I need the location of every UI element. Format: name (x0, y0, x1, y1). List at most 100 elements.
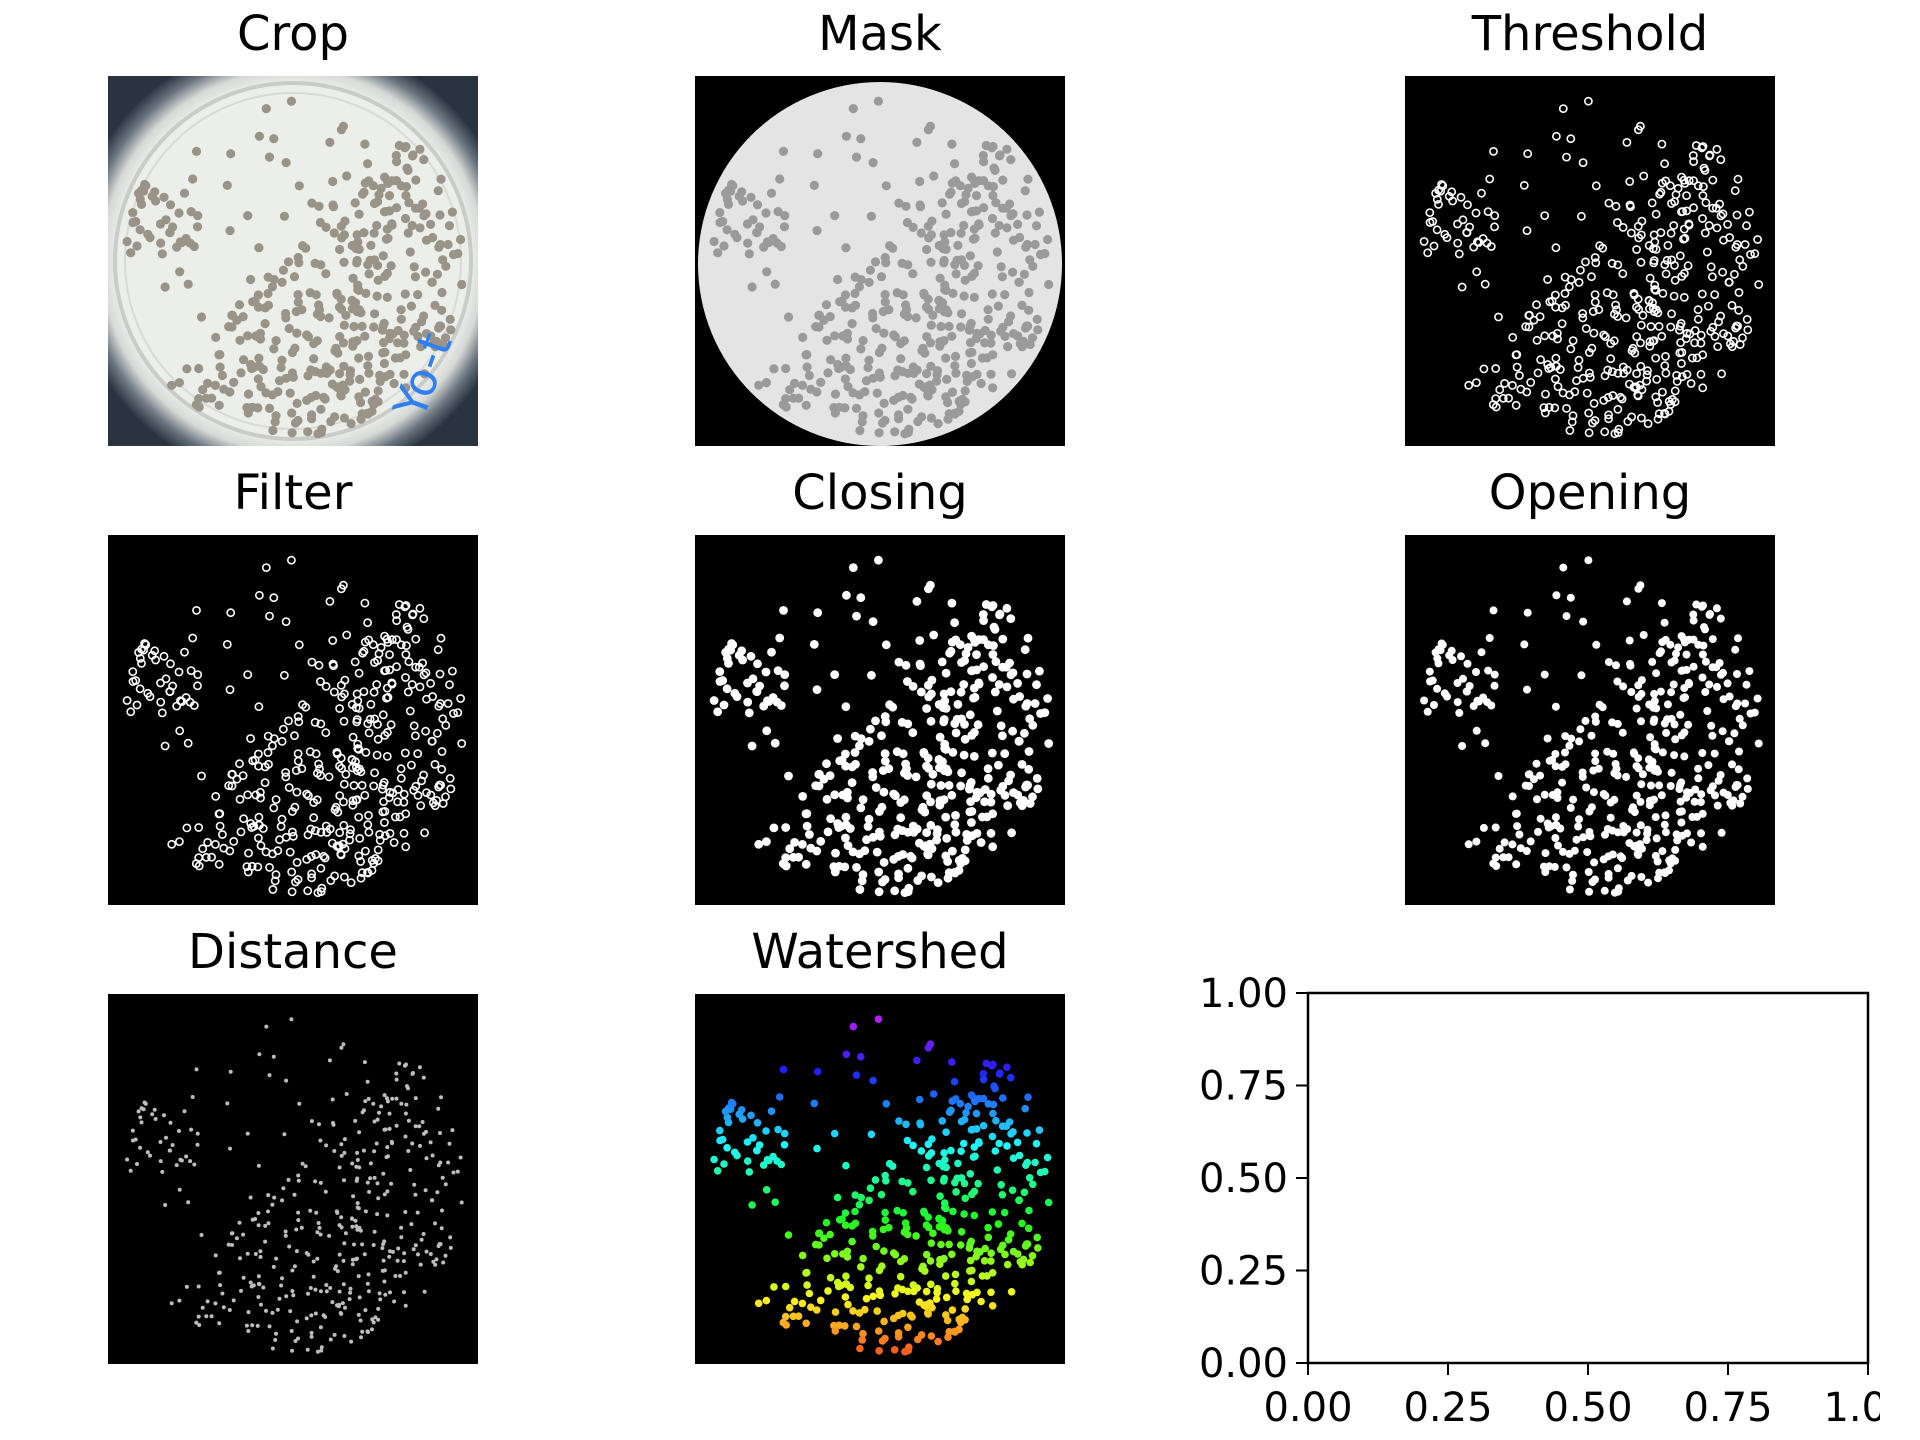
colony (1508, 792, 1517, 801)
colony (1700, 228, 1710, 238)
colony (291, 877, 300, 887)
colony (1677, 818, 1686, 827)
watershed-labels (710, 1015, 1053, 1356)
colony (1464, 380, 1474, 390)
colony (831, 848, 840, 858)
colony (211, 332, 221, 342)
colony (1544, 402, 1554, 412)
colony (291, 766, 301, 775)
colony (1689, 203, 1698, 213)
colony (855, 741, 864, 751)
colony (841, 812, 851, 822)
colony (908, 269, 918, 279)
colony (270, 417, 280, 427)
colony (256, 1274, 261, 1279)
colony (1512, 362, 1522, 372)
colony (336, 125, 346, 135)
colony (880, 1247, 888, 1255)
colony (228, 1146, 232, 1151)
colony (382, 292, 392, 302)
colony (1551, 750, 1560, 758)
colony (1028, 792, 1037, 802)
colony (366, 1272, 371, 1277)
colony (315, 1230, 320, 1235)
colony (915, 176, 925, 187)
colony (1736, 799, 1745, 808)
colony (950, 719, 960, 728)
colony (277, 355, 287, 365)
colony (188, 1159, 193, 1164)
colony (437, 287, 447, 298)
colony (378, 1297, 383, 1302)
colony (762, 1186, 771, 1194)
colony (1588, 418, 1597, 428)
colony (438, 255, 448, 265)
colony (1014, 736, 1024, 746)
colony (774, 1125, 782, 1134)
colony (1529, 315, 1539, 325)
colony (896, 354, 906, 364)
colony (1587, 272, 1596, 282)
colony (1532, 300, 1541, 310)
colony (1025, 1174, 1034, 1182)
colony (939, 795, 949, 804)
colony (253, 290, 263, 300)
colony (403, 1210, 408, 1214)
colony (848, 847, 858, 857)
colony (198, 385, 208, 395)
colony (218, 1283, 223, 1288)
colony (1680, 752, 1689, 761)
colony (926, 716, 936, 726)
colony (1015, 1196, 1023, 1205)
colony (376, 643, 386, 652)
colony (273, 1337, 278, 1342)
colony (334, 1264, 338, 1269)
colony (1526, 837, 1535, 846)
colony (1711, 203, 1721, 213)
colony (1456, 192, 1466, 202)
colony (1035, 1126, 1044, 1134)
colony (413, 1192, 418, 1197)
colony (812, 226, 822, 236)
colony (420, 828, 429, 838)
colony (940, 284, 950, 295)
colony (821, 300, 832, 310)
colony (988, 190, 998, 201)
colony (927, 872, 936, 882)
colony (1598, 703, 1607, 712)
colony (907, 394, 917, 404)
colony (316, 719, 326, 729)
colony (383, 1292, 388, 1297)
colony (865, 265, 875, 275)
colony (1634, 754, 1643, 763)
colony (778, 146, 789, 156)
colony (336, 850, 346, 860)
colony (376, 1317, 381, 1322)
colony (1604, 198, 1614, 208)
colony (434, 701, 444, 711)
colony (1661, 828, 1670, 837)
colony (336, 221, 346, 231)
colony (1015, 1151, 1024, 1160)
colony (310, 826, 320, 835)
colony (878, 877, 887, 887)
colony (283, 1233, 288, 1238)
colony (996, 262, 1006, 272)
colony (779, 606, 788, 615)
colony (1003, 1260, 1012, 1269)
colony (918, 343, 928, 353)
colony (436, 1106, 441, 1111)
colony (458, 1155, 463, 1160)
colony (723, 1144, 731, 1152)
colony (184, 1284, 189, 1289)
colony (352, 689, 362, 699)
colony (451, 1170, 456, 1175)
colony (779, 222, 790, 232)
colony (1734, 634, 1742, 643)
colony (1634, 233, 1644, 243)
colony (874, 1327, 883, 1335)
colony (1599, 395, 1609, 405)
colony (1740, 240, 1750, 249)
colony (353, 744, 363, 753)
colony (255, 787, 265, 797)
